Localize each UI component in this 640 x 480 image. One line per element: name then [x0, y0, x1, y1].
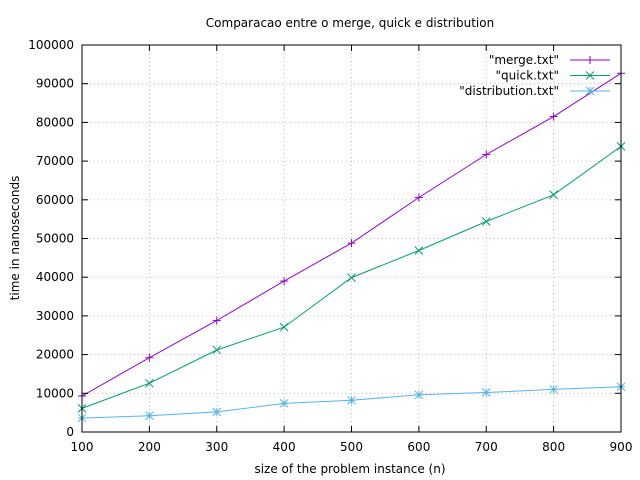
grid-lines — [82, 45, 621, 432]
data-point-merge — [549, 112, 558, 121]
y-tick-label: 50000 — [36, 232, 74, 246]
legend-label-merge: "merge.txt" — [489, 53, 559, 67]
data-point-quick — [212, 345, 222, 355]
data-point-quick — [279, 322, 289, 332]
y-tick-label: 30000 — [36, 309, 74, 323]
x-axis-label: size of the problem instance (n) — [254, 462, 445, 476]
data-point-merge — [280, 277, 289, 286]
x-tick-label: 600 — [407, 440, 430, 454]
legend: "merge.txt" "quick.txt""distribution.txt" — [459, 53, 610, 98]
data-point-merge — [414, 193, 423, 202]
data-point-distribution — [414, 390, 424, 400]
legend-label-distribution: "distribution.txt" — [459, 84, 559, 98]
data-point-quick — [414, 246, 424, 255]
y-tick-label: 60000 — [36, 193, 74, 207]
data-point-quick — [145, 378, 154, 388]
data-point-distribution — [279, 399, 289, 408]
data-point-distribution — [347, 395, 356, 405]
data-point-quick — [481, 217, 491, 226]
legend-label-quick: "quick.txt" — [496, 69, 559, 83]
y-tick-label: 10000 — [36, 386, 74, 400]
x-tick-label: 800 — [542, 440, 565, 454]
chart-title: Comparacao entre o merge, quick e distri… — [206, 16, 494, 30]
x-tick-label: 500 — [340, 440, 363, 454]
y-tick-label: 20000 — [36, 348, 74, 362]
x-tick-label: 900 — [610, 440, 633, 454]
x-tick-label: 300 — [205, 440, 228, 454]
y-tick-label: 70000 — [36, 154, 74, 168]
axis-ticks: 0 10000 20000 30000 40000 50000 60000 70000 8000… — [28, 38, 632, 454]
y-axis-label: time in nanoseconds — [8, 176, 22, 301]
y-tick-label: 40000 — [36, 270, 74, 284]
data-point-merge — [145, 353, 154, 362]
legend-marker-quick — [585, 71, 595, 80]
data-point-distribution — [145, 411, 154, 421]
data-point-distribution — [481, 388, 491, 397]
y-tick-label: 100000 — [28, 38, 74, 52]
legend-marker-distribution — [585, 86, 595, 96]
data-point-merge — [347, 239, 356, 248]
y-tick-label: 90000 — [36, 77, 74, 91]
data-point-distribution — [212, 407, 222, 417]
data-point-distribution — [549, 385, 558, 394]
data-point-quick — [347, 273, 356, 282]
data-point-merge — [482, 150, 491, 159]
x-tick-label: 200 — [138, 440, 161, 454]
x-tick-label: 400 — [273, 440, 296, 454]
y-tick-label: 80000 — [36, 115, 74, 129]
data-point-quick — [549, 190, 558, 200]
x-tick-label: 100 — [71, 440, 94, 454]
y-tick-label: 0 — [66, 425, 74, 439]
x-tick-label: 700 — [475, 440, 498, 454]
legend-marker-merge — [586, 56, 594, 64]
data-point-merge — [212, 316, 221, 325]
